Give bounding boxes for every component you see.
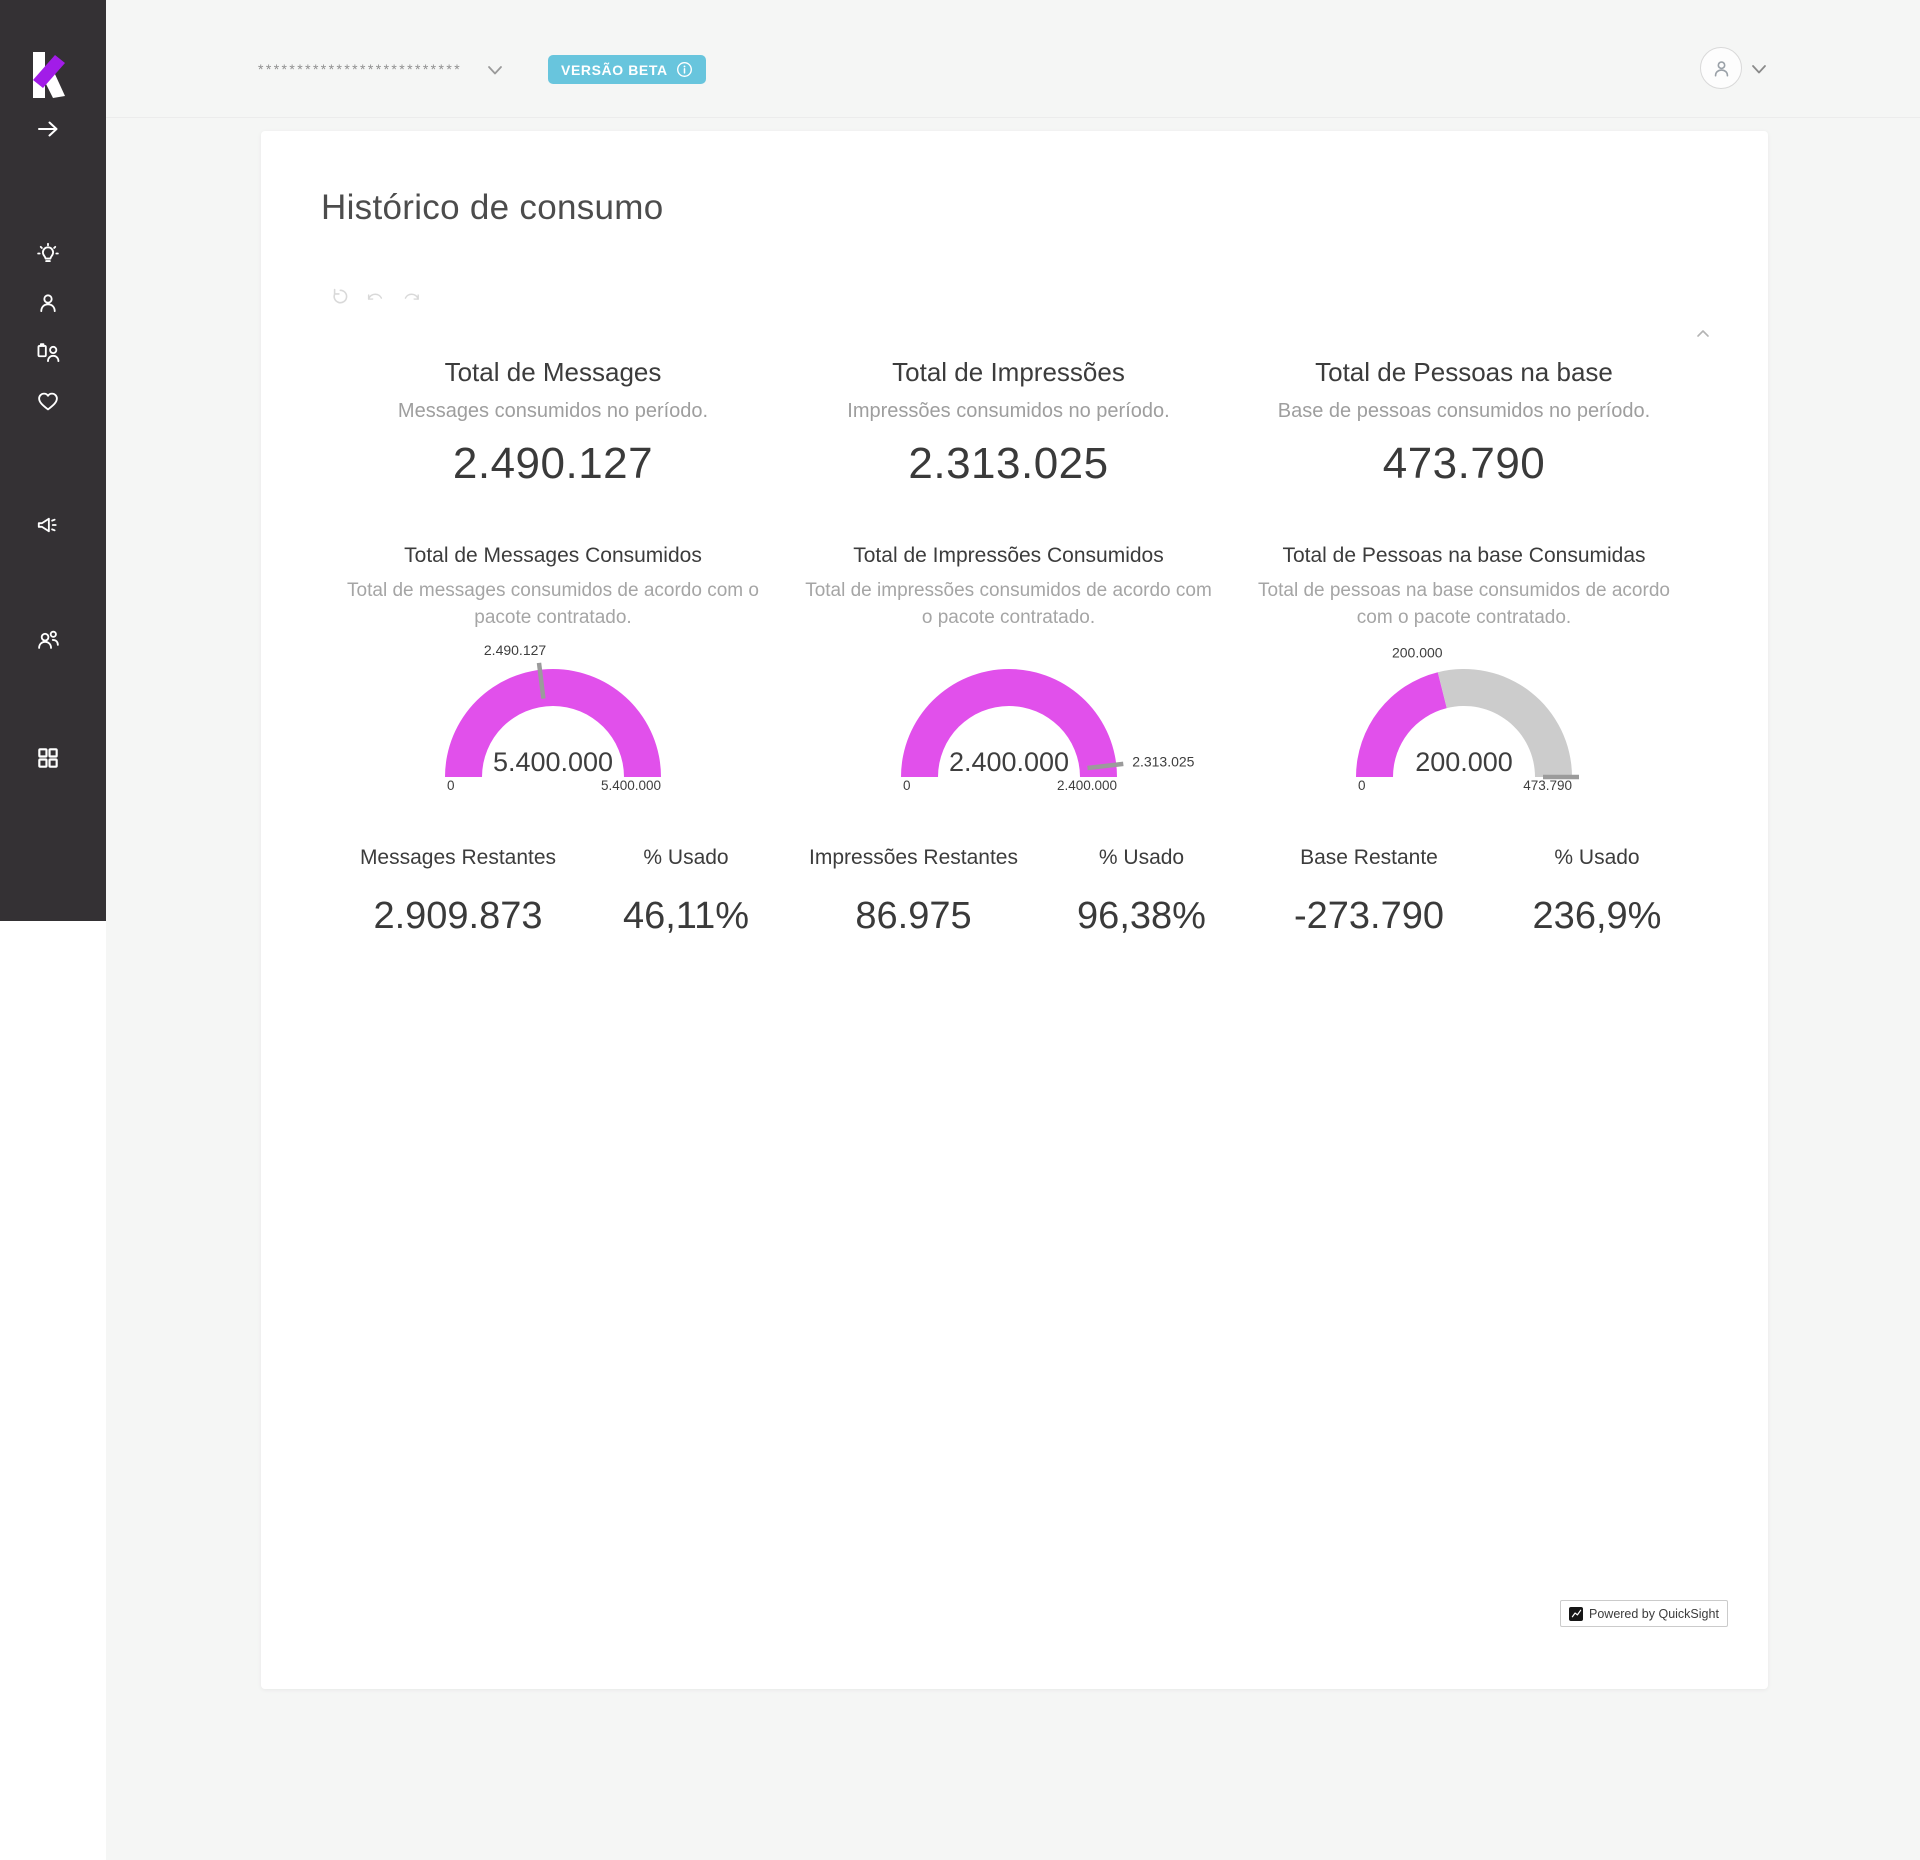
sidebar-lower: [0, 921, 106, 1860]
beta-badge-label: VERSÃO BETA: [561, 61, 668, 78]
kpi-title: Total de Pessoas na base: [1315, 357, 1613, 387]
svg-text:2.313.025: 2.313.025: [1132, 753, 1194, 769]
user-avatar[interactable]: [1700, 47, 1742, 89]
megaphone-icon[interactable]: [35, 512, 61, 538]
gauge-section-title: Total de Messages Consumidos: [404, 544, 702, 567]
reset-icon[interactable]: [330, 287, 350, 306]
contact-board-icon[interactable]: [35, 340, 61, 366]
stat-value: 46,11%: [622, 895, 750, 937]
sidebar-expand-button[interactable]: [36, 118, 60, 140]
stat-label: Base Restante: [1300, 846, 1438, 869]
kpi-column: Total de Messages Messages consumidos no…: [325, 357, 781, 939]
stat-label: % Usado: [643, 846, 729, 869]
gauge-section-description: Total de messages consumidos de acordo c…: [347, 580, 759, 628]
stat-value: -273.790: [1293, 895, 1444, 937]
topbar: [106, 0, 1920, 118]
svg-text:2.400.000: 2.400.000: [948, 747, 1068, 777]
redo-icon[interactable]: [400, 287, 420, 306]
account-selector[interactable]: **************************: [258, 61, 463, 77]
people-icon[interactable]: [35, 627, 61, 653]
gauge-section-description: Total de impressões consumidos de acordo…: [805, 580, 1212, 628]
kpi-total-value: 2.313.025: [908, 439, 1109, 488]
stat-label: Messages Restantes: [359, 846, 557, 869]
powered-by-quicksight[interactable]: Powered by QuickSight: [1560, 1600, 1728, 1627]
svg-text:473.790: 473.790: [1523, 778, 1572, 793]
kpi-title: Total de Messages: [444, 357, 662, 387]
beta-badge[interactable]: VERSÃO BETA: [548, 55, 706, 84]
gauge-section-title: Total de Impressões Consumidos: [853, 544, 1164, 567]
gauge-section-description: Total de pessoas na base consumidos de a…: [1258, 580, 1670, 628]
brand-k-logo[interactable]: [33, 52, 65, 98]
stat-label: % Usado: [1554, 846, 1640, 869]
kpi-column: Total de Impressões Impressões consumido…: [781, 357, 1237, 939]
scroll-up-icon[interactable]: [1696, 325, 1710, 337]
stat-cell: % Usado 96,38%: [1028, 845, 1256, 939]
heart-icon[interactable]: [35, 388, 61, 414]
stat-label: % Usado: [1098, 846, 1185, 869]
info-icon[interactable]: [676, 61, 693, 78]
consumption-history-card: [261, 131, 1768, 1689]
gauge-chart: 5.400.000 0 5.400.000 2.490.127: [325, 637, 781, 812]
svg-text:2.490.127: 2.490.127: [484, 642, 546, 658]
powered-by-label: Powered by QuickSight: [1589, 1606, 1719, 1621]
stat-value: 96,38%: [1077, 895, 1206, 937]
chevron-down-icon: [487, 63, 503, 75]
page-title: Histórico de consumo: [321, 188, 664, 227]
stat-cell: Impressões Restantes 86.975: [800, 845, 1028, 939]
gauge-section-title: Total de Pessoas na base Consumidas: [1282, 544, 1646, 567]
user-icon[interactable]: [35, 290, 61, 316]
user-avatar-icon: [1710, 57, 1733, 80]
apps-grid-icon[interactable]: [35, 745, 61, 771]
svg-text:0: 0: [447, 778, 455, 793]
kpi-stats-row: Impressões Restantes 86.975 % Usado 96,3…: [800, 845, 1256, 939]
undo-icon[interactable]: [365, 287, 385, 306]
dashboard-history-controls: [330, 287, 420, 306]
kpi-column: Total de Pessoas na base Base de pessoas…: [1236, 357, 1692, 939]
kpi-subtitle: Messages consumidos no período.: [397, 400, 709, 422]
kpi-stats-row: Base Restante -273.790 % Usado 236,9%: [1255, 845, 1711, 939]
kpi-total-value: 473.790: [1382, 439, 1546, 488]
kpi-subtitle: Base de pessoas consumidos no período.: [1277, 400, 1651, 422]
gauge-chart: 2.400.000 0 2.400.000 2.313.025: [781, 637, 1237, 812]
svg-text:0: 0: [1358, 778, 1366, 793]
stat-value: 86.975: [855, 895, 972, 937]
idea-icon[interactable]: [35, 242, 61, 268]
kpi-subtitle: Impressões consumidos no período.: [847, 400, 1170, 422]
svg-text:5.400.000: 5.400.000: [493, 747, 613, 777]
svg-text:200.000: 200.000: [1415, 747, 1513, 777]
stat-cell: % Usado 46,11%: [572, 845, 800, 939]
chevron-down-icon[interactable]: [1751, 62, 1767, 74]
stat-cell: Messages Restantes 2.909.873: [344, 845, 572, 939]
stat-cell: Base Restante -273.790: [1255, 845, 1483, 939]
gauge-chart: 200.000 0 473.790 200.000: [1236, 637, 1692, 812]
kpi-title: Total de Impressões: [892, 357, 1125, 387]
quicksight-chart-icon: [1569, 1606, 1583, 1621]
svg-text:200.000: 200.000: [1392, 645, 1443, 661]
kpi-total-value: 2.490.127: [452, 439, 654, 488]
kpi-stats-row: Messages Restantes 2.909.873 % Usado 46,…: [344, 845, 800, 939]
svg-text:5.400.000: 5.400.000: [601, 778, 661, 793]
stat-value: 2.909.873: [373, 895, 543, 937]
svg-text:2.400.000: 2.400.000: [1056, 778, 1116, 793]
svg-text:0: 0: [903, 778, 911, 793]
stat-value: 236,9%: [1532, 895, 1662, 937]
stat-label: Impressões Restantes: [809, 846, 1018, 869]
stat-cell: % Usado 236,9%: [1483, 845, 1711, 939]
